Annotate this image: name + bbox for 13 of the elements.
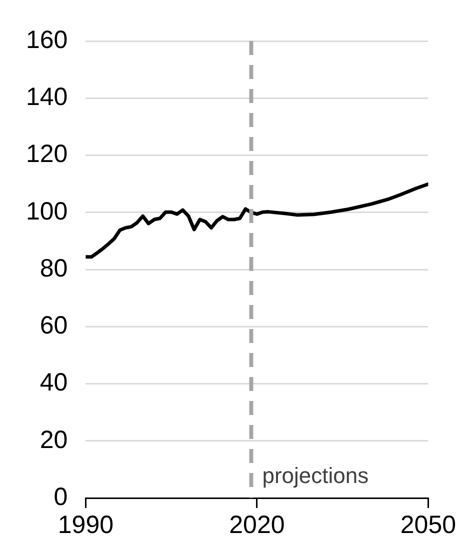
y-tick-label: 60: [40, 312, 68, 340]
ref-line-label: projections: [262, 463, 369, 488]
y-tick-label: 0: [54, 482, 68, 511]
y-tick-label: 140: [26, 83, 68, 112]
x-tick-label: 2020: [229, 510, 285, 539]
y-tick-label: 40: [40, 368, 68, 397]
y-tick-label: 100: [26, 197, 68, 226]
x-tick-label: 1990: [58, 510, 114, 539]
y-tick-label: 20: [40, 426, 68, 454]
y-tick-label: 120: [26, 140, 68, 168]
y-tick-label: 160: [26, 26, 68, 54]
x-tick-label: 2050: [400, 510, 456, 539]
y-tick-label: 80: [40, 254, 68, 282]
